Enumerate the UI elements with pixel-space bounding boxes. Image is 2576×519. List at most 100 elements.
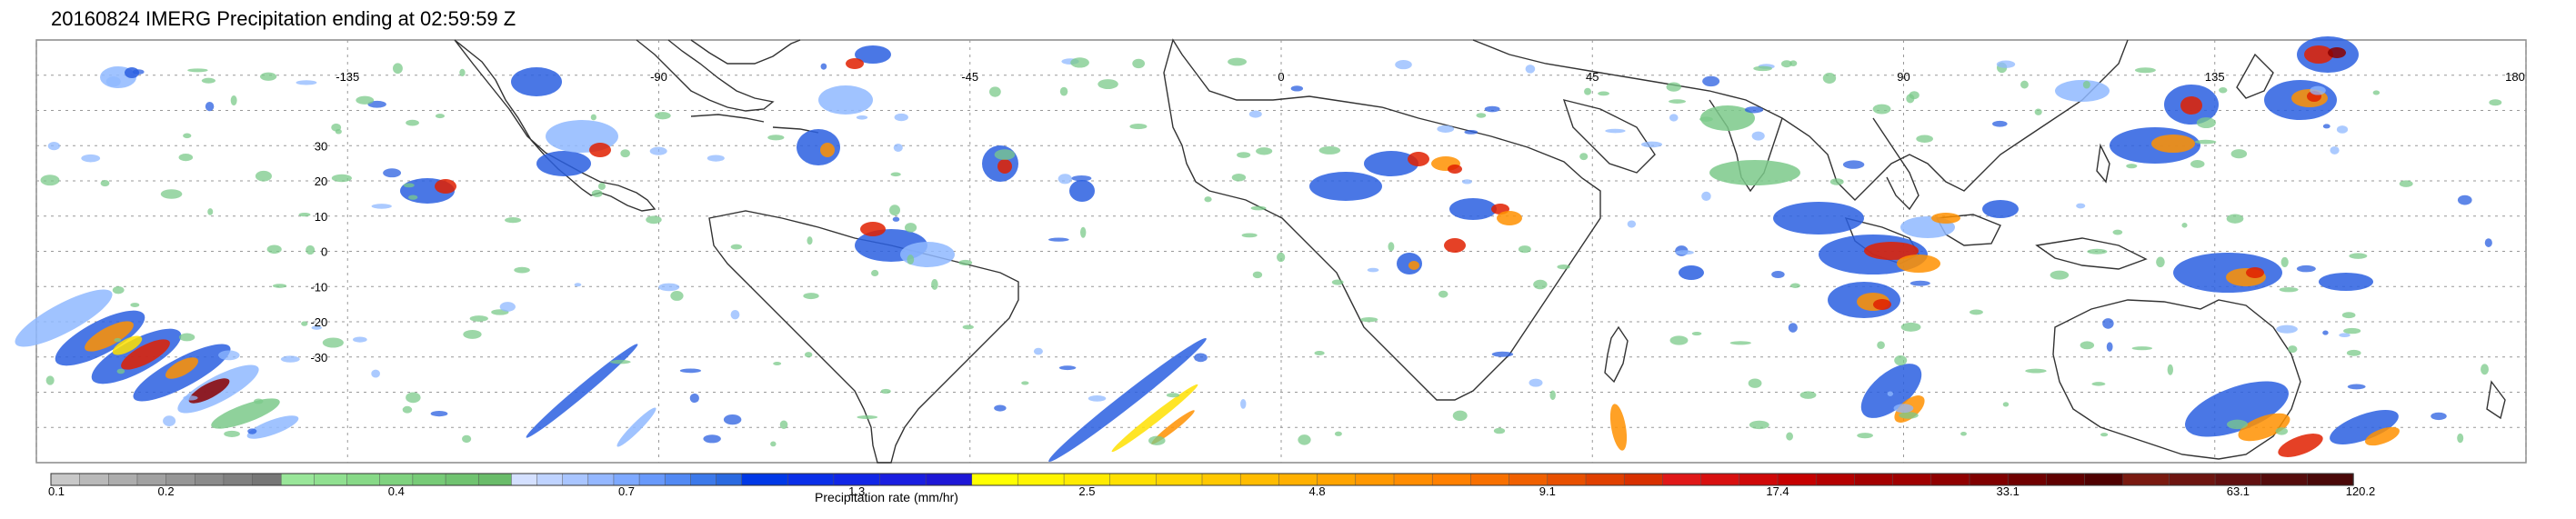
precip-speck: [1360, 316, 1378, 323]
colorbar-bin: [638, 473, 666, 486]
precip-speck: [1461, 179, 1472, 185]
colorbar-bin: [1201, 473, 1241, 486]
colorbar-title: Precipitation rate (mm/hr): [815, 490, 958, 504]
precip-speck: [322, 337, 344, 348]
colorbar-bin: [2046, 473, 2086, 486]
precip-speck: [178, 154, 194, 162]
precip-speck: [301, 321, 308, 326]
precip-speck: [81, 154, 101, 163]
precip-speck: [1484, 105, 1500, 113]
precip-speck: [1314, 351, 1325, 356]
precip-speck: [1529, 378, 1543, 387]
precip-speck: [2190, 160, 2205, 168]
precip-speck: [590, 114, 596, 121]
precip-speck: [178, 333, 195, 342]
precip-speck: [2275, 427, 2289, 435]
precip-speck: [958, 259, 973, 266]
colorbar-tick-label: 9.1: [1539, 484, 1556, 498]
precip-speck: [371, 204, 392, 209]
precip-speck: [2431, 412, 2447, 421]
precip-speck: [1557, 264, 1570, 270]
precip-cell: [121, 339, 170, 370]
colorbar-tick-labels: 0.1 0.2 0.4 0.7 1.3 2.5 4.8 9.1 17.4 33.1 63.1 120.…: [48, 484, 2375, 498]
precip-speck: [994, 149, 1016, 160]
precip-speck: [807, 236, 813, 245]
precip-cell: [1609, 404, 1628, 451]
colorbar-tick-label: 0.1: [48, 484, 65, 498]
precip-speck: [1493, 427, 1506, 434]
precip-speck: [160, 189, 183, 199]
precip-speck: [907, 255, 915, 265]
longitude-label: 90: [1897, 70, 1909, 84]
precip-cell: [1773, 202, 1864, 235]
colorbar-bin: [1700, 473, 1740, 486]
precip-cell: [2246, 267, 2264, 278]
precip-speck: [1829, 178, 1844, 185]
precip-speck: [1248, 110, 1262, 118]
precip-speck: [1894, 354, 1908, 366]
precip-speck: [1788, 323, 1798, 333]
precip-speck: [1021, 381, 1029, 385]
precip-cell: [1408, 261, 1419, 270]
precip-speck: [230, 95, 237, 106]
colorbar-bin: [314, 473, 348, 486]
precip-speck: [2100, 433, 2109, 437]
precip-speck: [1549, 390, 1556, 401]
precip-speck: [2349, 253, 2368, 259]
precip-speck: [2484, 238, 2492, 247]
precip-speck: [1699, 116, 1713, 122]
precip-cell: [1444, 238, 1466, 253]
colorbar-bin: [787, 473, 835, 486]
precip-speck: [1166, 393, 1180, 398]
colorbar-tick-label: 4.8: [1309, 484, 1326, 498]
precip-speck: [406, 119, 419, 126]
precip-speck: [296, 80, 317, 85]
colorbar-bin: [716, 473, 743, 486]
precip-speck: [703, 434, 721, 444]
precip-speck: [2126, 164, 2138, 169]
precipitation-field: [15, 36, 2502, 463]
precip-speck: [2020, 80, 2029, 89]
precip-speck: [856, 115, 868, 120]
latitude-labels: 30 20 10 0 -10 -20 -30: [310, 139, 327, 364]
precip-speck: [994, 404, 1007, 412]
precip-speck: [392, 63, 403, 75]
longitude-label: -90: [650, 70, 667, 84]
precip-cell: [2304, 45, 2333, 64]
precip-speck: [272, 284, 287, 288]
colorbar-bin: [2260, 473, 2309, 486]
precip-speck: [1893, 404, 1914, 414]
precip-speck: [2457, 195, 2472, 205]
precip-speck: [183, 395, 198, 401]
precip-speck: [205, 101, 215, 112]
precip-speck: [2194, 139, 2217, 145]
precip-speck: [1240, 398, 1247, 409]
latitude-label: -20: [310, 315, 327, 329]
precip-speck: [40, 175, 60, 186]
colorbar-bins: [50, 473, 2354, 486]
precip-speck: [1256, 147, 1273, 155]
precip-speck: [218, 350, 240, 361]
precip-speck: [2196, 117, 2216, 129]
precip-speck: [1996, 60, 2016, 68]
precip-cell: [1864, 242, 1919, 260]
colorbar-outline: [50, 473, 2354, 486]
precip-speck: [1277, 252, 1286, 263]
precip-speck: [1669, 114, 1679, 122]
longitude-label: 45: [1586, 70, 1599, 84]
colorbar-bin: [1431, 473, 1472, 486]
precip-speck: [620, 149, 630, 158]
colorbar-bin: [1239, 473, 1280, 486]
precip-speck: [1579, 153, 1589, 161]
precip-speck: [889, 205, 900, 216]
longitude-labels: -135 -90 -45 0 45 90 135 180: [336, 70, 2525, 84]
precip-speck: [1669, 99, 1686, 104]
precip-speck: [880, 388, 891, 394]
precip-speck: [1842, 160, 1865, 169]
colorbar-bin: [587, 473, 615, 486]
precip-speck: [1518, 245, 1531, 254]
colorbar-bin: [664, 473, 692, 486]
precip-cell: [1408, 152, 1429, 166]
colorbar-bin: [346, 473, 381, 486]
